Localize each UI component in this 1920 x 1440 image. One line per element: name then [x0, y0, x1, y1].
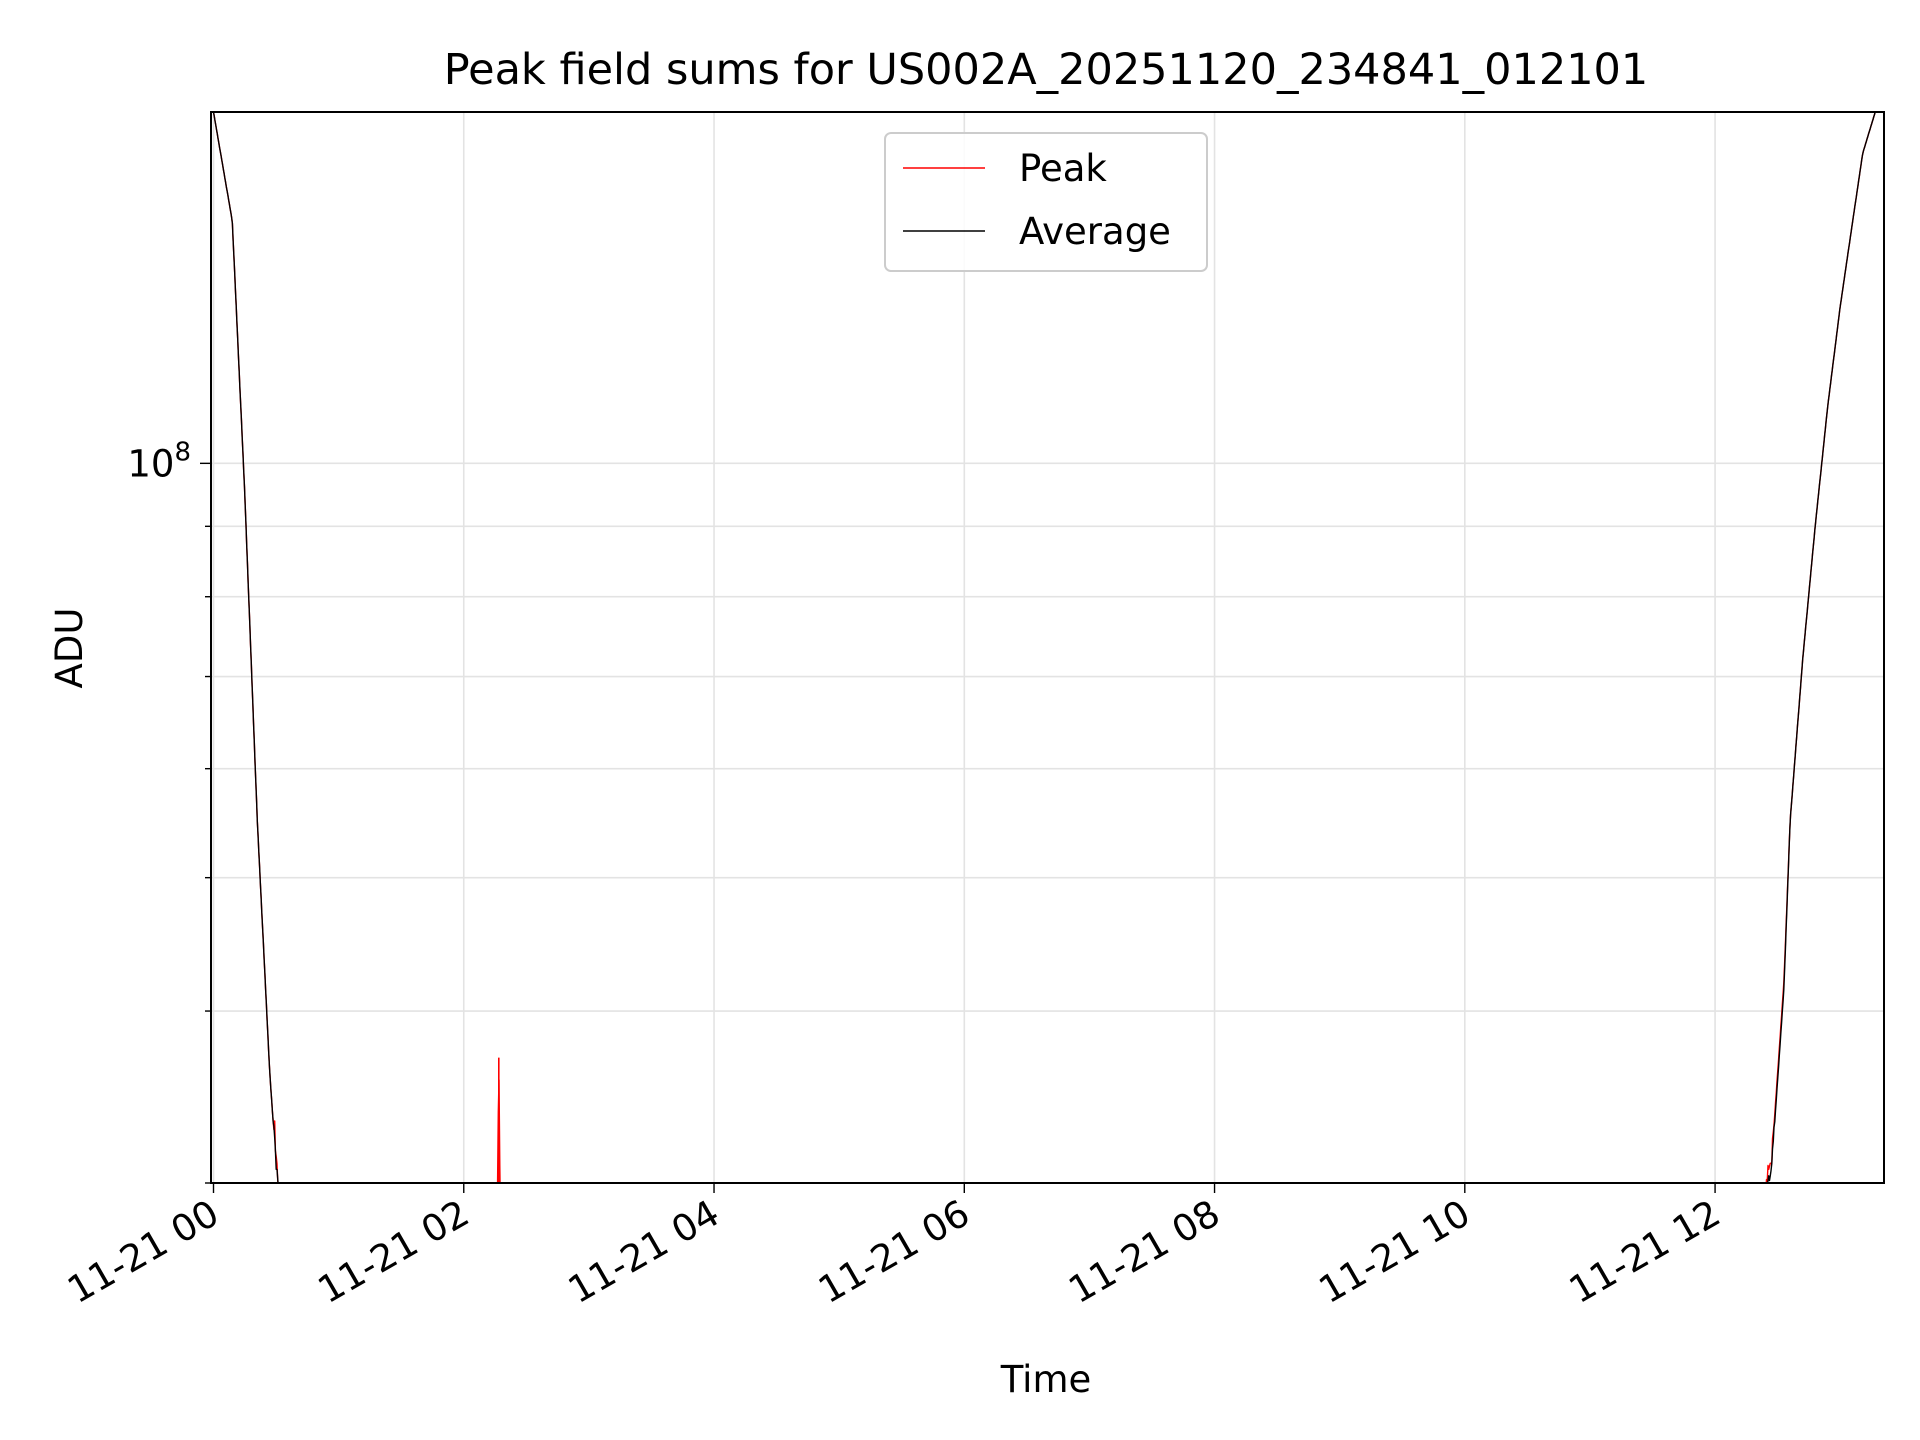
plot-area: [212, 112, 1876, 1183]
y-tick-label: 108: [127, 437, 191, 485]
plot-frame: [210, 111, 1885, 1184]
x-axis-label: Time: [1000, 1358, 1092, 1401]
legend: Peak Average: [884, 132, 1208, 272]
y-axis-label: ADU: [48, 608, 91, 689]
legend-label-peak: Peak: [1019, 147, 1107, 190]
legend-label-average: Average: [1019, 210, 1171, 253]
chart-title: Peak field sums for US002A_20251120_2348…: [444, 45, 1649, 95]
